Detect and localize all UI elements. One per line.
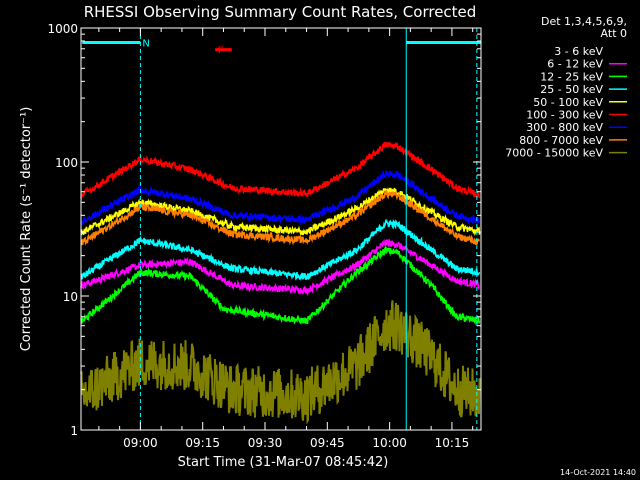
legend-label: 6 - 12 keV bbox=[547, 58, 603, 71]
series-3-6-kev bbox=[80, 259, 481, 374]
x-tick-label: 10:00 bbox=[372, 436, 407, 450]
series-50-100-kev bbox=[80, 187, 481, 237]
series-line-2 bbox=[80, 244, 481, 327]
series-line-4 bbox=[80, 187, 481, 237]
series-line-6 bbox=[80, 169, 480, 226]
legend-header-line1: Det 1,3,4,5,6,9, bbox=[541, 15, 627, 28]
plot-frame bbox=[80, 27, 482, 431]
y-tick-label: 1 bbox=[70, 424, 78, 438]
series-100-300-kev bbox=[80, 141, 481, 199]
legend-label: 7000 - 15000 keV bbox=[505, 147, 603, 160]
x-axis-label: Start Time (31-Mar-07 08:45:42) bbox=[178, 455, 389, 470]
annotation-label-f: F bbox=[218, 46, 224, 57]
y-tick-label: 1000 bbox=[47, 22, 78, 36]
series-line-1 bbox=[80, 238, 480, 297]
x-tick-label: 09:45 bbox=[310, 436, 345, 450]
x-tick-label: 09:30 bbox=[248, 436, 283, 450]
series-25-50-kev bbox=[80, 219, 481, 281]
y-axis-ticks: 1 10 100 1000 bbox=[47, 22, 481, 438]
series-12-25-kev bbox=[80, 244, 481, 327]
y-axis-label: Corrected Count Rate (s⁻¹ detector⁻¹) bbox=[19, 107, 34, 352]
series-7000-15000-kev bbox=[80, 300, 481, 425]
series-line-3 bbox=[80, 219, 481, 281]
legend-label: 800 - 7000 keV bbox=[519, 134, 603, 147]
legend-label: 300 - 800 keV bbox=[526, 121, 603, 134]
series-6-12-kev bbox=[80, 238, 480, 297]
legend-label: 3 - 6 keV bbox=[554, 45, 603, 58]
x-tick-label: 10:15 bbox=[435, 436, 470, 450]
chart-title: RHESSI Observing Summary Count Rates, Co… bbox=[84, 3, 477, 21]
legend-label: 50 - 100 keV bbox=[533, 96, 603, 109]
series-300-800-kev bbox=[80, 169, 480, 226]
generated-timestamp: 14-Oct-2021 14:40 bbox=[560, 468, 636, 477]
y-tick-label: 100 bbox=[55, 156, 78, 170]
series-line-7 bbox=[80, 190, 480, 246]
x-tick-label: 09:15 bbox=[185, 436, 220, 450]
series-800-7000-kev bbox=[80, 190, 480, 246]
series-line-0 bbox=[80, 259, 481, 374]
legend-label: 100 - 300 keV bbox=[526, 109, 603, 122]
legend-header-line2: Att 0 bbox=[601, 27, 627, 40]
legend-label: 12 - 25 keV bbox=[540, 70, 603, 83]
y-tick-label: 10 bbox=[63, 290, 78, 304]
legend-label: 25 - 50 keV bbox=[540, 83, 603, 96]
series-line-5 bbox=[80, 141, 481, 199]
x-tick-label: 09:00 bbox=[123, 436, 158, 450]
series-line-8 bbox=[80, 300, 481, 425]
annotation-group: NF bbox=[82, 28, 481, 430]
x-axis-ticks: 09:00 09:15 09:30 09:45 10:00 10:15 bbox=[98, 28, 474, 450]
series-group bbox=[80, 141, 481, 425]
annotation-label-n: N bbox=[142, 38, 149, 49]
